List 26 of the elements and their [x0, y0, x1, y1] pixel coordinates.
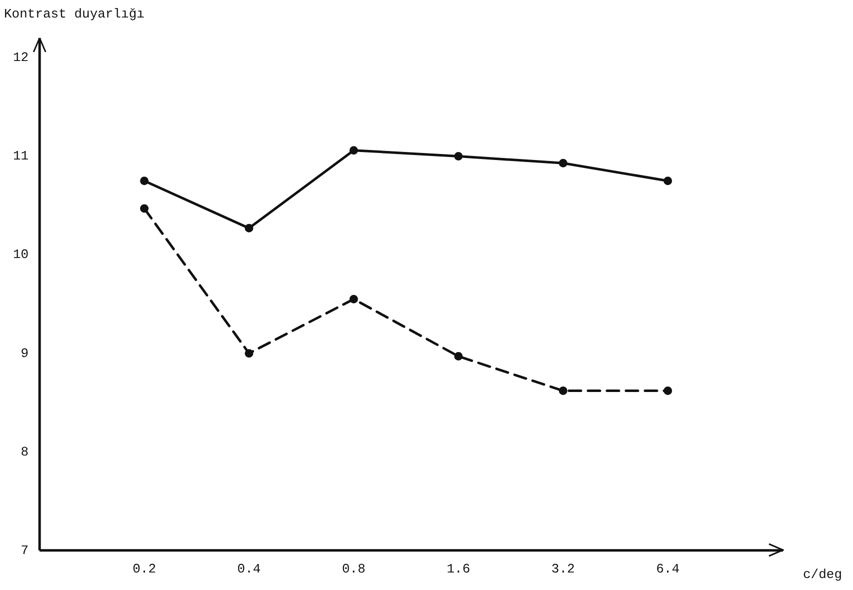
point: [454, 352, 463, 361]
y-tick-label: 12: [12, 50, 29, 66]
point: [244, 349, 254, 358]
point: [244, 224, 254, 232]
x-tick-label: 0.2: [132, 562, 156, 577]
point: [349, 146, 358, 155]
point: [349, 294, 358, 304]
y-tick-label: 8: [20, 444, 29, 460]
point: [558, 158, 568, 168]
point: [140, 176, 149, 186]
y-tick-label: 11: [12, 148, 29, 164]
x-tick-label: 6.4: [656, 562, 680, 577]
y-tick-label: 9: [20, 346, 29, 361]
x-tick-label: 3.2: [551, 562, 575, 577]
point: [664, 386, 672, 396]
y-axis-title: Kontrast duyarlığı: [4, 6, 145, 22]
point: [140, 204, 149, 213]
point: [558, 386, 568, 396]
point: [454, 152, 463, 160]
y-tick-label: 10: [12, 247, 29, 262]
x-tick-label: 0.8: [342, 562, 366, 577]
x-axis-title: c/deg: [803, 566, 842, 582]
y-tick-label: 7: [20, 542, 29, 558]
point: [664, 176, 672, 186]
x-tick-label: 1.6: [446, 562, 470, 577]
x-tick-label: 0.4: [237, 562, 261, 577]
